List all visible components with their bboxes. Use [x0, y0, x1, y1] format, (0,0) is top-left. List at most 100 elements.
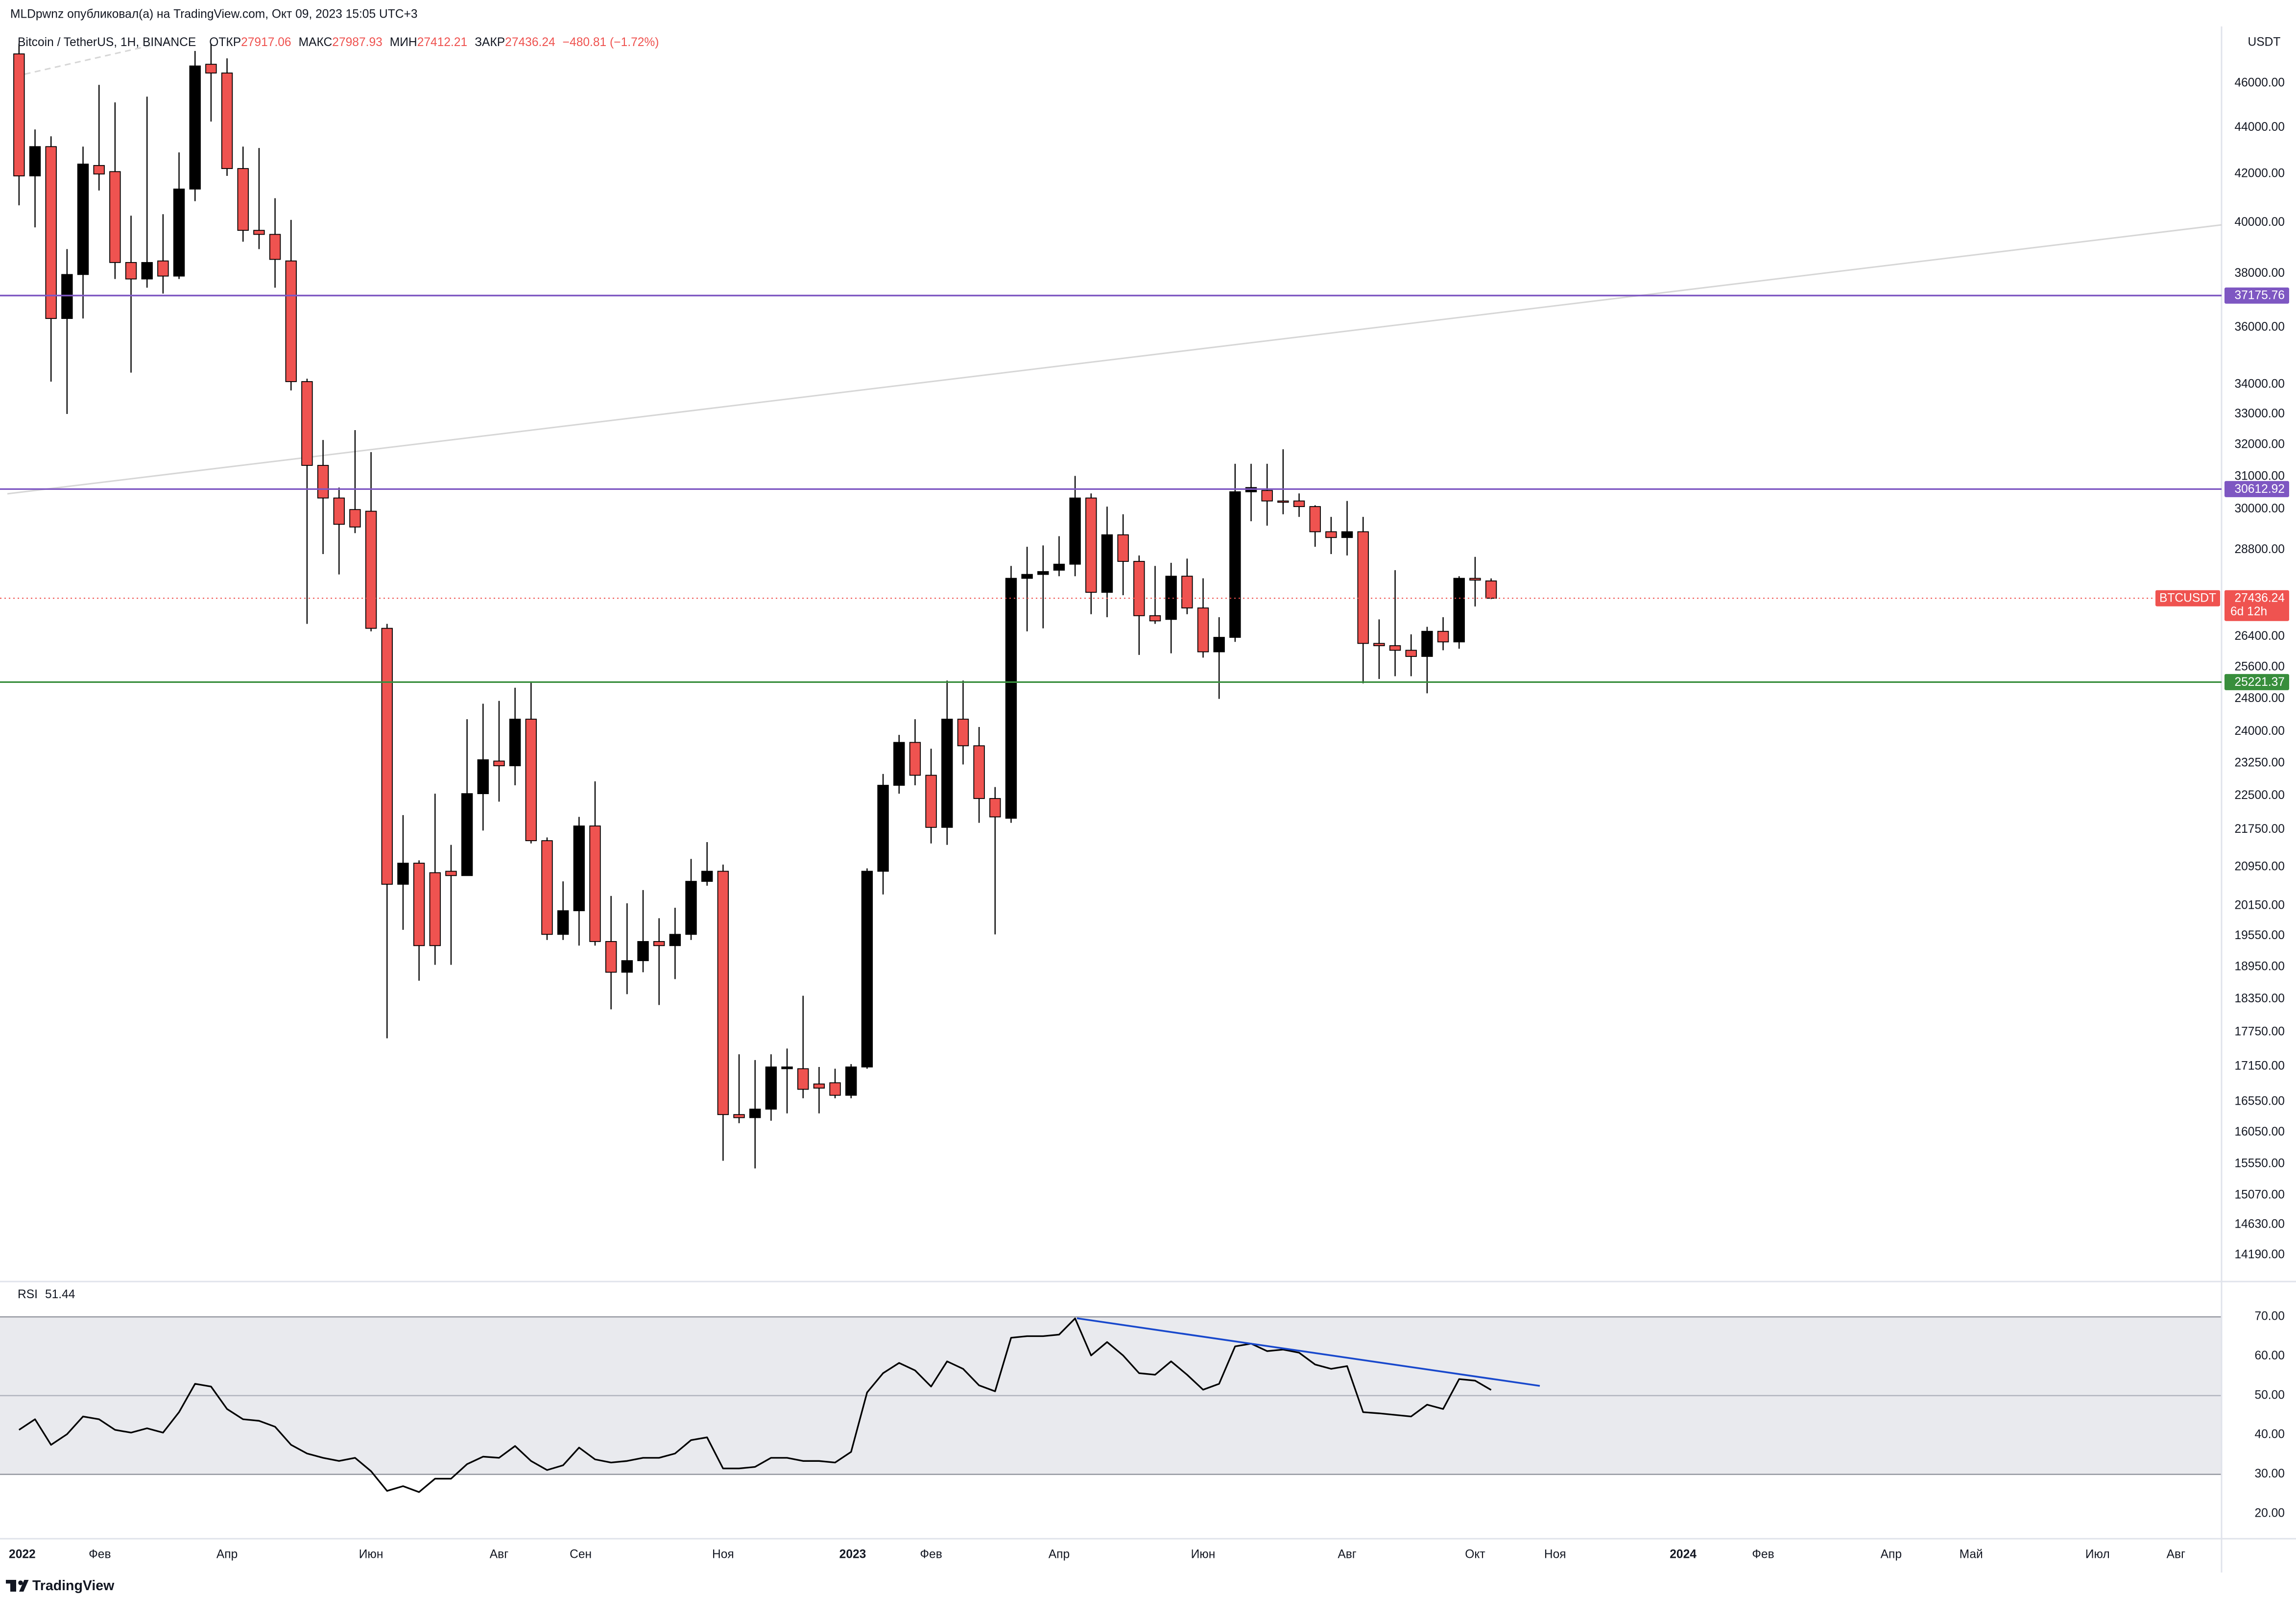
candle-body: [109, 171, 121, 263]
y-tick-label: 14190.00: [2234, 1248, 2285, 1261]
candle-body: [973, 745, 985, 799]
candle-body: [1341, 531, 1353, 538]
candle-body: [1469, 578, 1481, 581]
candle-body: [557, 910, 569, 935]
x-tick-label: Фев: [1752, 1548, 1774, 1561]
candle-body: [525, 719, 537, 842]
y-tick-label: 23250.00: [2234, 756, 2285, 769]
footer-brand: TradingView: [32, 1578, 115, 1594]
y-tick-label: 20150.00: [2234, 898, 2285, 912]
x-tick-label: Окт: [1465, 1548, 1485, 1561]
candle-body: [589, 825, 601, 942]
x-tick-label: Авг: [1338, 1548, 1356, 1561]
legend-value: 27436.24: [505, 36, 555, 49]
candle-body: [1421, 630, 1433, 657]
y-tick-label: 21750.00: [2234, 823, 2285, 836]
candle-body: [637, 941, 649, 961]
labels: 46000.00 44000.00 42000.00 40000.00 38000.00…: [9, 36, 2289, 1561]
y-tick-label: 22500.00: [2234, 789, 2285, 802]
candle-body: [365, 510, 377, 629]
rsi-line: [18, 1317, 1492, 1493]
level-label-box: [2224, 287, 2289, 304]
candle-body: [1197, 607, 1209, 653]
candle-body: [957, 719, 969, 747]
rsi-tick-label: 30.00: [2254, 1467, 2285, 1480]
x-tick-label: 2022: [9, 1548, 36, 1561]
y-tick-label: 17750.00: [2234, 1025, 2285, 1038]
candle-body: [621, 960, 633, 973]
candle-body: [669, 934, 681, 946]
bands: [0, 1316, 2222, 1475]
candle-body: [1437, 630, 1449, 643]
level-label: 37175.76: [2234, 289, 2285, 302]
x-tick-label: Авг: [2167, 1548, 2185, 1561]
x-tick-label: Июл: [2085, 1548, 2110, 1561]
x-tick-label: Апр: [1049, 1548, 1070, 1561]
x-tick-label: Фев: [920, 1548, 942, 1561]
y-tick-label: 38000.00: [2234, 266, 2285, 280]
x-tick-label: Фев: [89, 1548, 111, 1561]
trend-line: [7, 224, 2222, 495]
x-tick-label: Ноя: [712, 1548, 734, 1561]
y-tick-label: 17150.00: [2234, 1059, 2285, 1072]
candle-body: [877, 785, 889, 872]
rsi-tick-label: 40.00: [2254, 1428, 2285, 1441]
candle-body: [509, 719, 521, 767]
author-line: MLDpwnz опубликовал(а) на TradingView.co…: [10, 8, 418, 21]
legend-key: ЗАКР: [475, 36, 505, 49]
candle-body: [221, 73, 233, 169]
y-tick-label: 16550.00: [2234, 1095, 2285, 1108]
candle-body: [573, 825, 585, 911]
candle-body: [893, 742, 905, 786]
y-tick-label: 25600.00: [2234, 660, 2285, 674]
x-tick-label: 2023: [839, 1548, 866, 1561]
candle-body: [125, 262, 137, 280]
x-tick-label: Авг: [490, 1548, 508, 1561]
candle-body: [77, 164, 89, 275]
rsi-tick-label: 50.00: [2254, 1388, 2285, 1402]
candle-body: [269, 234, 281, 260]
level-label: 30612.92: [2234, 483, 2285, 496]
candle-body: [61, 274, 73, 319]
candle-body: [1181, 576, 1193, 608]
y-tick-label: 16050.00: [2234, 1125, 2285, 1138]
candle-body: [829, 1082, 841, 1096]
x-tick-label: Апр: [216, 1548, 238, 1561]
candle-body: [701, 871, 713, 882]
candle-body: [13, 53, 25, 176]
y-tick-label: 15070.00: [2234, 1188, 2285, 1201]
last-price-label: 27436.24: [2234, 592, 2285, 605]
rsi-legend: RSI 51.44: [18, 1288, 75, 1301]
y-tick-label: 24800.00: [2234, 692, 2285, 705]
candle-body: [461, 793, 473, 876]
candle-body: [605, 941, 617, 973]
candle-body: [1101, 534, 1113, 593]
symbol-label: BTCUSDT: [2159, 592, 2216, 605]
x-tick-label: Апр: [1881, 1548, 1902, 1561]
x-tick-label: Ноя: [1544, 1548, 1566, 1561]
candle-body: [301, 381, 313, 466]
level-label-box: [2224, 674, 2289, 690]
candle-body: [653, 941, 665, 946]
candle-body: [397, 863, 409, 885]
logo: [5, 1580, 29, 1592]
candle-body: [1229, 491, 1241, 638]
legend: Bitcoin / TetherUS, 1H, BINANCE ОТКР27917…: [18, 36, 659, 49]
y-tick-label: 31000.00: [2234, 469, 2285, 483]
candle-body: [941, 719, 953, 828]
candle-body: [493, 760, 505, 767]
candle-body: [1085, 497, 1097, 593]
x-tick-label: Май: [1960, 1548, 1983, 1561]
candle-body: [333, 497, 345, 525]
legend-key: МАКС: [299, 36, 333, 49]
level-label: 25221.37: [2234, 676, 2285, 689]
candle-body: [1213, 637, 1225, 653]
candle-body: [1149, 615, 1161, 622]
legend-key: МИН: [390, 36, 417, 49]
candle-body: [381, 628, 393, 885]
candle-body: [1485, 580, 1497, 599]
candle-body: [989, 798, 1001, 818]
candle-body: [909, 742, 921, 776]
y-tick-label: 32000.00: [2234, 438, 2285, 451]
